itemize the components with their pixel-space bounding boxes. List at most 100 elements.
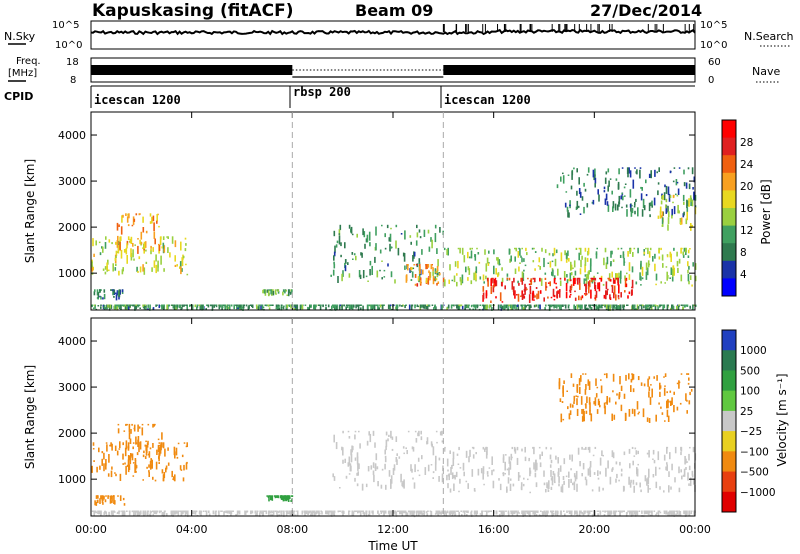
echo-mark-7 <box>377 510 379 513</box>
echo-mark-5 <box>506 489 508 492</box>
echo-mark-0 <box>107 473 110 477</box>
echo-mark-4 <box>380 484 383 489</box>
echo-mark-5 <box>439 272 441 276</box>
echo-mark-7 <box>457 510 460 512</box>
echo-mark-7 <box>467 510 469 514</box>
echo-mark-5 <box>545 446 548 450</box>
echo-mark-4 <box>388 434 390 437</box>
echo-mark-10 <box>425 306 427 310</box>
echo-mark-10 <box>277 304 279 310</box>
power-colorbar-tick-4: 12 <box>740 225 753 237</box>
echo-mark-6 <box>605 262 608 269</box>
echo-mark-10 <box>504 304 506 309</box>
echo-mark-5 <box>685 467 687 470</box>
echo-mark-6 <box>605 402 607 404</box>
echo-mark-7 <box>212 510 215 515</box>
echo-mark-4 <box>376 466 379 470</box>
echo-mark-0 <box>123 249 126 253</box>
echo-mark-6 <box>676 251 678 257</box>
echo-mark-7 <box>99 510 101 514</box>
echo-mark-4 <box>432 477 434 479</box>
echo-mark-4 <box>358 463 360 469</box>
echo-mark-8 <box>624 183 627 185</box>
echo-mark-10 <box>128 304 130 308</box>
echo-mark-3 <box>270 495 272 501</box>
echo-mark-7 <box>520 295 522 297</box>
echo-mark-10 <box>228 304 231 311</box>
echo-mark-6 <box>664 282 666 284</box>
echo-mark-8 <box>657 182 660 185</box>
echo-mark-7 <box>230 510 232 517</box>
echo-mark-9 <box>659 210 662 219</box>
echo-mark-4 <box>398 456 401 459</box>
echo-mark-6 <box>585 410 588 414</box>
echo-mark-5 <box>691 470 694 476</box>
echo-mark-7 <box>603 294 606 299</box>
echo-mark-7 <box>218 510 220 517</box>
echo-mark-7 <box>152 513 155 516</box>
echo-mark-0 <box>108 269 110 272</box>
echo-mark-7 <box>305 510 308 515</box>
echo-mark-8 <box>673 167 676 169</box>
echo-mark-0 <box>101 458 103 466</box>
echo-mark-6 <box>551 260 554 263</box>
echo-mark-10 <box>93 304 96 306</box>
echo-mark-0 <box>183 464 185 471</box>
echo-mark-7 <box>278 511 280 514</box>
velocity-colorbar-label: Velocity [m s⁻¹] <box>775 373 789 466</box>
echo-mark-4 <box>385 484 387 490</box>
echo-mark-7 <box>232 510 234 512</box>
echo-mark-6 <box>632 252 634 257</box>
echo-mark-5 <box>437 281 440 284</box>
echo-mark-7 <box>521 277 524 285</box>
echo-mark-5 <box>551 476 554 486</box>
echo-mark-2 <box>111 496 113 502</box>
echo-mark-6 <box>646 268 649 276</box>
echo-mark-5 <box>528 457 530 460</box>
echo-mark-7 <box>220 510 222 512</box>
echo-mark-10 <box>300 304 303 308</box>
echo-mark-5 <box>546 482 548 489</box>
echo-mark-4 <box>432 271 434 276</box>
echo-mark-10 <box>648 307 651 310</box>
echo-mark-7 <box>568 510 570 512</box>
echo-mark-7 <box>514 290 516 299</box>
echo-mark-10 <box>417 305 420 308</box>
echo-mark-5 <box>591 489 594 492</box>
echo-mark-0 <box>105 442 108 444</box>
echo-mark-6 <box>547 262 550 264</box>
echo-mark-6 <box>641 266 644 276</box>
echo-mark-4 <box>359 443 361 449</box>
echo-mark-10 <box>677 304 679 306</box>
echo-mark-4 <box>358 270 361 278</box>
echo-mark-7 <box>606 290 608 296</box>
echo-mark-7 <box>600 277 603 282</box>
echo-mark-5 <box>535 482 538 488</box>
echo-mark-7 <box>501 510 503 517</box>
echo-mark-10 <box>213 304 215 308</box>
echo-mark-6 <box>666 400 668 409</box>
echo-mark-4 <box>396 459 398 465</box>
echo-mark-7 <box>214 512 217 515</box>
echo-mark-5 <box>451 464 453 469</box>
echo-mark-10 <box>346 304 349 308</box>
echo-mark-5 <box>549 454 552 460</box>
echo-mark-4 <box>396 453 398 456</box>
echo-mark-10 <box>181 304 184 308</box>
echo-mark-4 <box>364 243 366 249</box>
echo-mark-5 <box>637 450 639 455</box>
echo-mark-6 <box>664 385 666 387</box>
echo-mark-6 <box>531 247 534 250</box>
echo-mark-7 <box>227 510 229 514</box>
echo-mark-7 <box>667 512 669 517</box>
echo-mark-8 <box>621 167 624 169</box>
echo-mark-10 <box>370 304 372 310</box>
echo-mark-7 <box>628 291 631 295</box>
echo-mark-7 <box>319 512 321 515</box>
echo-mark-9 <box>661 195 663 200</box>
echo-mark-6 <box>475 266 478 274</box>
echo-mark-10 <box>283 305 285 307</box>
echo-mark-8 <box>645 194 648 197</box>
echo-mark-8 <box>604 177 607 184</box>
